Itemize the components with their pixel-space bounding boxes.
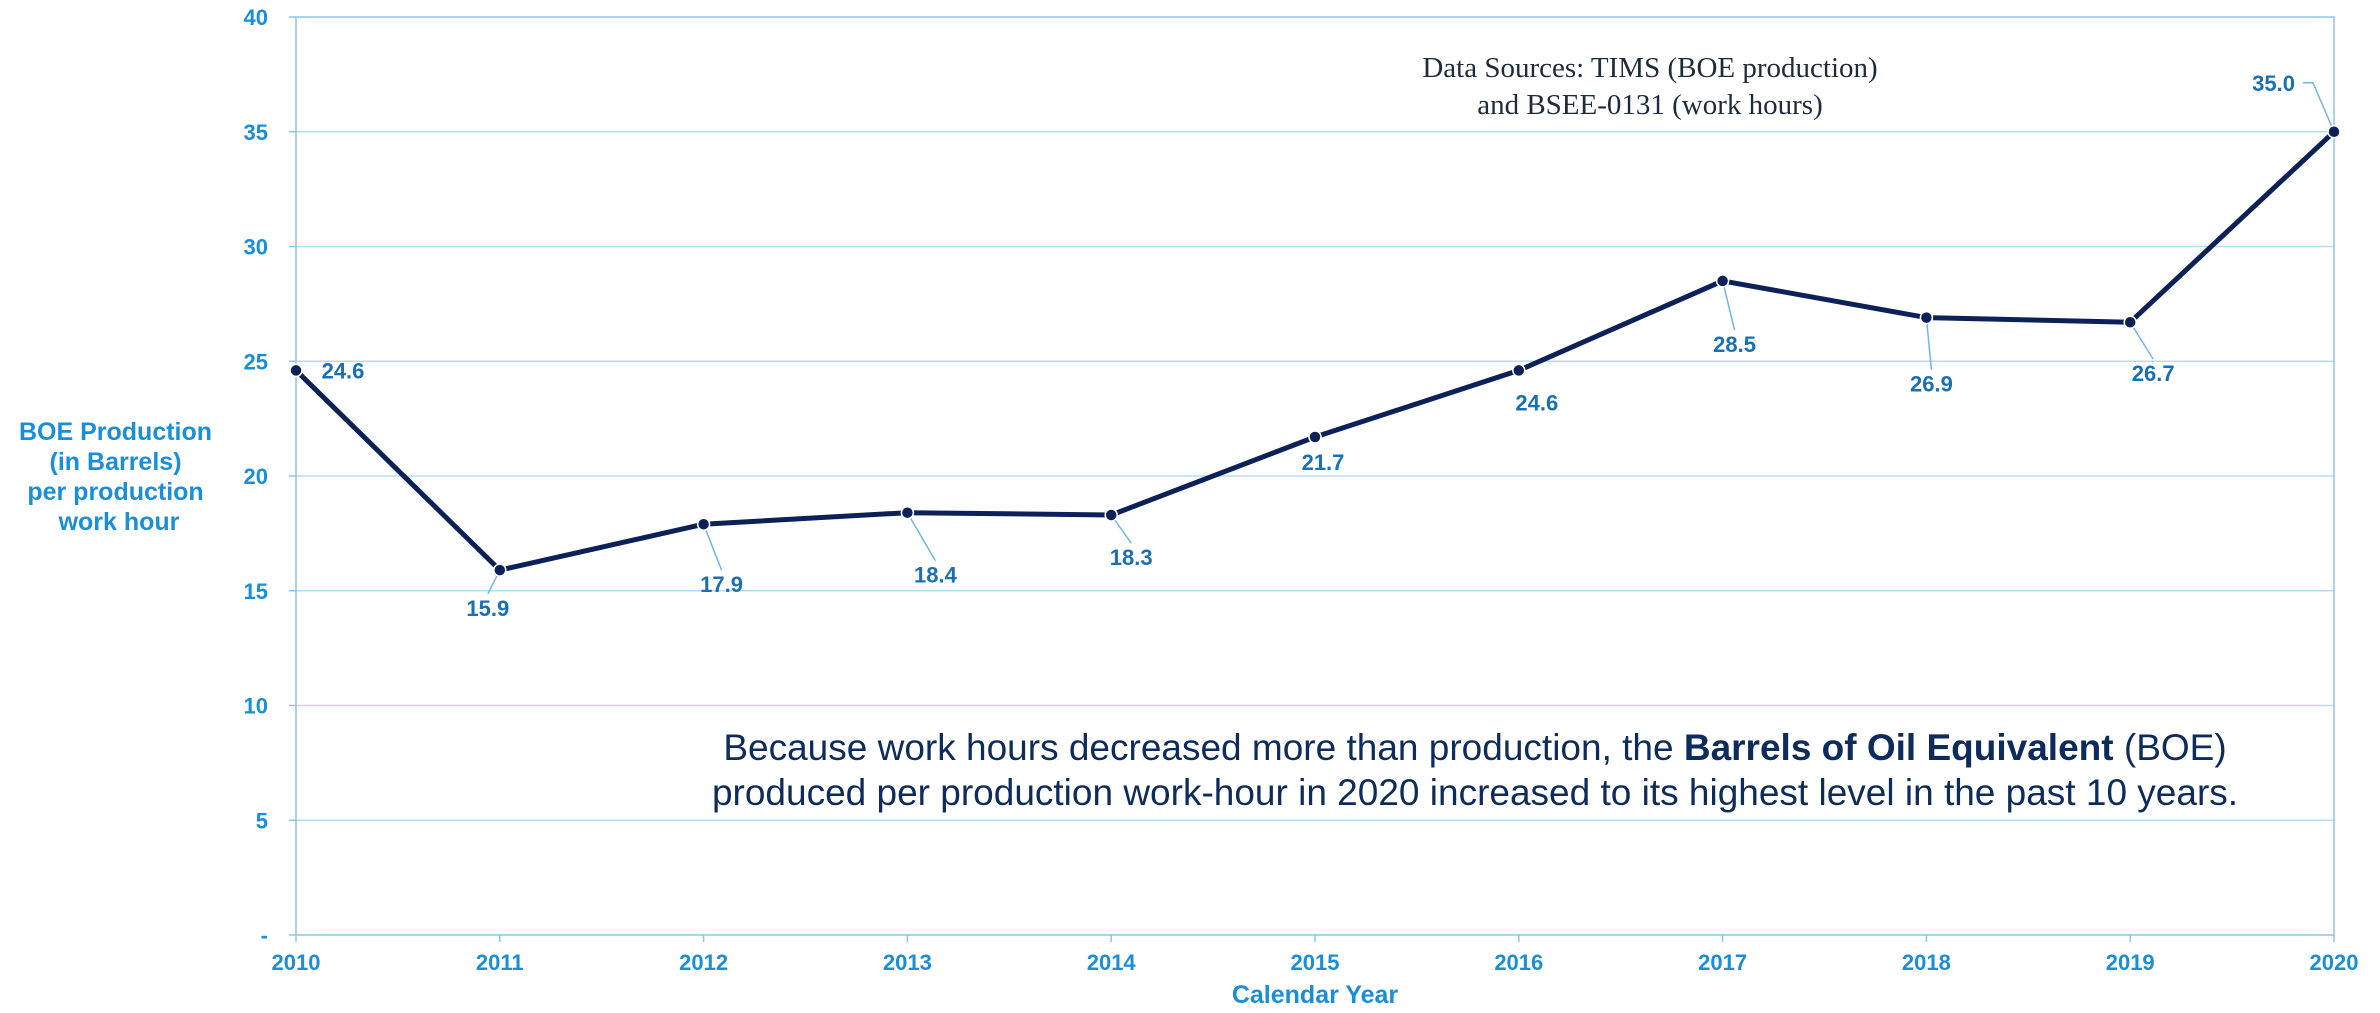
data-labels: 24.6 15.9 17.9 18.4 18.3 21.7 24.6 28.5 26.9 26.7… bbox=[322, 71, 2295, 621]
data-point bbox=[1104, 508, 1118, 522]
annotation-line-1-bold: Barrels of Oil Equivalent bbox=[1684, 727, 2114, 768]
data-label: 24.6 bbox=[1515, 390, 1558, 415]
x-tick-label: 2015 bbox=[1291, 950, 1340, 975]
data-label: 21.7 bbox=[1302, 450, 1345, 475]
annotation-line-1-start: Because work hours decreased more than p… bbox=[723, 727, 1684, 768]
data-label: 26.7 bbox=[2132, 361, 2175, 386]
data-point bbox=[2327, 125, 2341, 139]
y-tick-label: - bbox=[261, 923, 268, 948]
x-tick-label: 2012 bbox=[679, 950, 728, 975]
annotation-line-2: produced per production work-hour in 202… bbox=[712, 772, 2238, 813]
y-axis-title-line-3: per production bbox=[27, 478, 203, 506]
label-leaders bbox=[487, 82, 2335, 595]
x-tick-label: 2019 bbox=[2106, 950, 2155, 975]
annotation-line-1-end: (BOE) bbox=[2114, 727, 2227, 768]
data-point bbox=[1715, 274, 1730, 288]
label-leader bbox=[906, 512, 937, 562]
data-source-note-line-2: and BSEE-0131 (work hours) bbox=[1477, 89, 1823, 121]
y-tick-label: 20 bbox=[244, 464, 268, 489]
x-tick-label: 2016 bbox=[1494, 950, 1543, 975]
data-point bbox=[900, 505, 915, 520]
y-tick-label: 30 bbox=[244, 235, 268, 260]
data-label: 28.5 bbox=[1713, 332, 1756, 357]
data-point bbox=[2123, 315, 2137, 329]
data-source-note-line-1: Data Sources: TIMS (BOE production) bbox=[1422, 52, 1877, 84]
x-tick-label: 2011 bbox=[476, 950, 524, 975]
label-leader bbox=[1721, 280, 1736, 331]
label-leader bbox=[2303, 82, 2335, 133]
data-label: 24.6 bbox=[322, 358, 365, 383]
x-tick-label: 2014 bbox=[1087, 950, 1137, 975]
data-point bbox=[1308, 430, 1322, 444]
data-label: 15.9 bbox=[466, 596, 509, 621]
data-point bbox=[493, 563, 507, 577]
label-leader bbox=[2129, 321, 2154, 360]
data-point bbox=[289, 363, 303, 378]
y-axis-title: BOE Production (in Barrels) per producti… bbox=[19, 418, 219, 536]
data-point bbox=[1919, 310, 1934, 325]
label-leader bbox=[1925, 317, 1933, 370]
x-tick-label: 2018 bbox=[1902, 950, 1951, 975]
y-tick-label: 40 bbox=[244, 5, 268, 30]
gridlines bbox=[296, 131, 2334, 821]
data-label: 26.9 bbox=[1910, 372, 1953, 397]
x-tick-label: 2013 bbox=[883, 950, 932, 975]
data-label: 35.0 bbox=[2252, 71, 2295, 96]
data-label: 18.3 bbox=[1110, 545, 1153, 570]
y-tick-label: 15 bbox=[244, 579, 268, 604]
y-axis-title-line-1: BOE Production bbox=[19, 418, 212, 446]
data-label: 18.4 bbox=[914, 563, 958, 588]
series-line bbox=[294, 129, 2336, 573]
data-point bbox=[1512, 363, 1526, 378]
data-markers bbox=[289, 125, 2341, 577]
y-tick-label: 5 bbox=[256, 808, 268, 833]
x-tick-label: 2010 bbox=[272, 950, 321, 975]
y-axis-ticks: - 5 10 15 20 25 30 35 40 bbox=[244, 5, 296, 948]
y-axis-title-line-2: (in Barrels) bbox=[50, 448, 182, 476]
x-tick-label: 2017 bbox=[1698, 950, 1747, 975]
x-axis-title: Calendar Year bbox=[1232, 981, 1399, 1008]
y-tick-label: 35 bbox=[244, 120, 268, 145]
y-tick-label: 25 bbox=[244, 349, 268, 374]
data-point bbox=[696, 517, 711, 531]
x-axis-ticks: 2010 2011 2012 2013 2014 2015 2016 2017 2018 2019… bbox=[272, 935, 2359, 975]
y-tick-label: 10 bbox=[244, 694, 268, 719]
y-axis-title-line-4: work hour bbox=[58, 508, 180, 536]
data-label: 17.9 bbox=[700, 572, 743, 597]
annotation-line-1: Because work hours decreased more than p… bbox=[723, 727, 2226, 768]
x-tick-label: 2020 bbox=[2310, 950, 2359, 975]
label-leader bbox=[702, 523, 723, 571]
